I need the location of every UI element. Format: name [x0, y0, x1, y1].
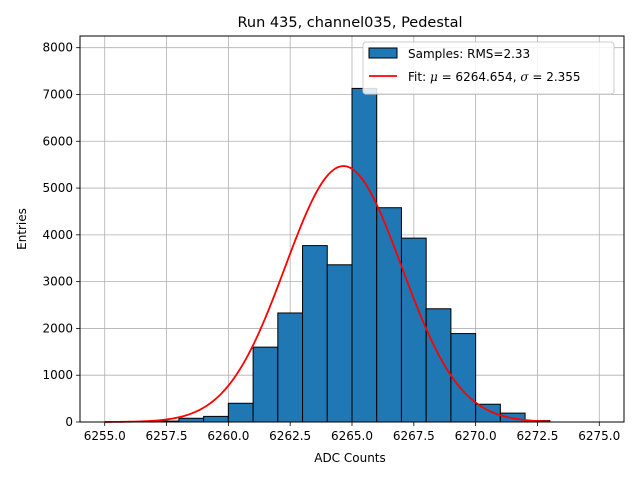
histogram-bar	[400, 237, 427, 423]
y-tick-label: 2000	[42, 321, 73, 335]
x-tick-label: 6265.0	[331, 429, 373, 443]
y-tick-label: 4000	[42, 228, 73, 242]
legend-fit-prefix: Fit:	[408, 70, 430, 84]
y-tick-label: 0	[65, 415, 73, 429]
x-tick-label: 6257.5	[146, 429, 188, 443]
x-tick-label: 6270.0	[455, 429, 497, 443]
legend-swatch-samples	[368, 47, 398, 59]
x-axis-label: ADC Counts	[314, 451, 386, 465]
y-axis: 0 1000 2000 3000 4000 5000 6000 7000 8000	[42, 41, 80, 429]
y-tick-label: 6000	[42, 134, 73, 148]
histogram-bar	[227, 402, 254, 423]
y-tick-label: 3000	[42, 275, 73, 289]
histogram-bar	[178, 417, 205, 423]
histogram-bars	[153, 87, 551, 423]
fit-curve-layer	[104, 165, 550, 423]
histogram-bar	[425, 308, 452, 423]
y-tick-label: 1000	[42, 368, 73, 382]
histogram-bar	[302, 245, 328, 423]
chart-title: Run 435, channel035, Pedestal	[237, 15, 462, 31]
x-axis: 6255.0 6257.5 6260.0 6262.5 6265.0 6267.5 6270…	[84, 422, 620, 443]
legend-label-fit: Fit: μ = 6264.654, σ = 2.355	[408, 70, 581, 84]
legend-box	[362, 41, 615, 95]
histogram-bar	[376, 207, 402, 423]
histogram-bar	[450, 333, 477, 423]
x-tick-label: 6275.0	[578, 429, 620, 443]
y-tick-label: 8000	[42, 41, 73, 55]
legend-sigma-symbol: σ	[520, 70, 529, 84]
fit-curve	[104, 165, 550, 423]
x-tick-label: 6267.5	[393, 429, 435, 443]
histogram-bar	[277, 312, 304, 423]
legend-label-samples: Samples: RMS=2.33	[408, 47, 530, 61]
x-tick-label: 6260.0	[207, 429, 249, 443]
histogram-bar	[351, 87, 378, 423]
legend-mu-symbol: μ	[430, 70, 438, 84]
histogram-bar	[203, 415, 229, 423]
legend-sigma-value: = 2.355	[529, 70, 581, 84]
y-tick-label: 5000	[42, 181, 73, 195]
x-tick-label: 6255.0	[84, 429, 126, 443]
x-tick-label: 6272.5	[516, 429, 558, 443]
histogram-bar	[252, 346, 279, 423]
legend-mu-value: = 6264.654,	[438, 70, 521, 84]
y-tick-label: 7000	[42, 87, 73, 101]
x-tick-label: 6262.5	[269, 429, 311, 443]
histogram-bar	[326, 264, 353, 423]
legend: Samples: RMS=2.33 Fit: μ = 6264.654, σ =…	[362, 41, 615, 95]
y-axis-label: Entries	[15, 208, 29, 250]
